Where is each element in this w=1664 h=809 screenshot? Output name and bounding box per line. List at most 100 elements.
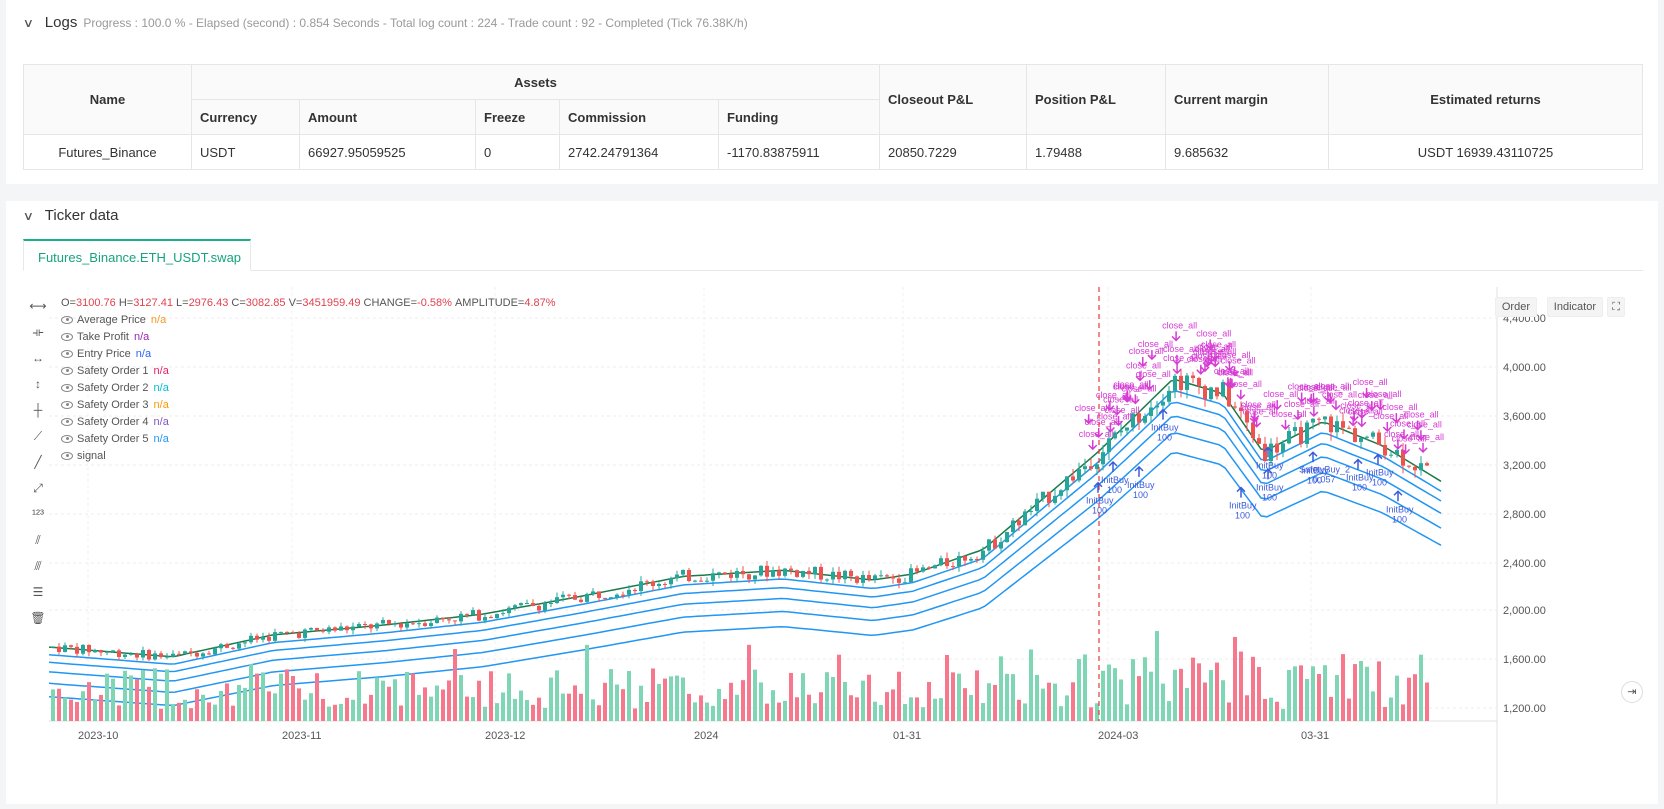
down-arrow-icon <box>1135 371 1145 382</box>
logs-header[interactable]: ∨ Logs Progress : 100.0 % - Elapsed (sec… <box>22 14 748 31</box>
candle-body <box>723 572 727 575</box>
segment-tool-icon[interactable]: ⤢ <box>33 480 43 495</box>
volume-bar <box>321 698 325 721</box>
legend-label: Average Price <box>77 313 146 326</box>
y-tick-label: 2,800.00 <box>1503 509 1546 521</box>
eye-icon[interactable] <box>61 383 73 392</box>
candle-body <box>1059 490 1063 496</box>
volume-bar <box>855 697 859 721</box>
volume-bar <box>147 686 151 721</box>
volume-bar <box>183 699 187 721</box>
price-chart[interactable]: 4,400.004,000.003,600.003,200.002,800.00… <box>23 287 1643 804</box>
volume-bar <box>681 677 685 721</box>
eye-icon[interactable] <box>61 315 73 324</box>
x-tick-label: 2023-10 <box>78 730 118 742</box>
chart-area[interactable]: 4,400.00 4,000.00 3,600.00 3,200.00 2,800.00… <box>23 287 1643 804</box>
eye-icon[interactable] <box>61 366 73 375</box>
down-arrow-icon <box>1113 416 1124 427</box>
volume-bar <box>915 697 919 721</box>
candle-body <box>1221 382 1225 397</box>
price-label-tool-icon[interactable]: ¹²³ <box>32 507 44 521</box>
cross-line-tool-icon[interactable]: ┼ <box>33 403 43 417</box>
scroll-to-latest-icon[interactable]: ⇥ <box>1621 681 1643 703</box>
vertical-line-tool-icon[interactable]: ↕ <box>35 377 41 391</box>
trend-line-tool-icon[interactable]: ⟋ <box>33 428 43 443</box>
table-row: Futures_Binance USDT 66927.95059525 0 27… <box>23 134 1643 170</box>
ticker-header[interactable]: ∨ Ticker data <box>22 207 119 224</box>
eye-icon[interactable] <box>61 400 73 409</box>
eye-icon[interactable] <box>61 332 73 341</box>
close-all-label: close_all <box>1096 390 1131 400</box>
volume-bar <box>165 669 169 721</box>
close-all-label: close_all <box>1240 402 1275 412</box>
volume-bar <box>1065 695 1069 721</box>
volume-bar <box>51 689 55 721</box>
legend-item[interactable]: Entry Price n/a <box>61 345 556 362</box>
volume-bar <box>1395 675 1399 721</box>
close-all-label: close_all <box>1314 381 1349 391</box>
legend-item[interactable]: Safety Order 2 n/a <box>61 379 556 396</box>
initbuy-label: InitBuy <box>1301 465 1329 475</box>
col-group-assets: Assets <box>191 64 880 100</box>
legend-item[interactable]: Safety Order 4 n/a <box>61 413 556 430</box>
extended-line-tool-icon[interactable]: ╱ <box>34 455 42 469</box>
candle-body <box>585 593 589 602</box>
trash-icon[interactable]: 🗑 <box>30 611 46 625</box>
fib-tool-icon[interactable]: ⫻ <box>34 558 42 573</box>
volume-bar <box>1089 707 1093 721</box>
close-all-label: close_all <box>1358 390 1393 400</box>
volume-bar <box>231 705 235 721</box>
legend-item[interactable]: Take Profit n/a <box>61 328 556 345</box>
down-arrow-icon <box>1393 439 1403 450</box>
collapse-caret-icon[interactable]: ∨ <box>22 16 35 30</box>
volume-bar <box>999 656 1003 721</box>
volume-bar <box>1251 656 1255 721</box>
tab-eth-usdt[interactable]: Futures_Binance.ETH_USDT.swap <box>23 239 251 271</box>
volume-bar <box>1059 706 1063 721</box>
candle-body <box>1131 413 1135 428</box>
collapse-caret-icon[interactable]: ∨ <box>22 209 35 223</box>
legend-item[interactable]: Average Price n/a <box>61 311 556 328</box>
candle-body <box>771 570 775 577</box>
up-arrow-icon <box>1158 408 1168 420</box>
horizontal-line-tool-icon[interactable]: ⟛ <box>32 324 44 339</box>
initbuy-label: InitBuy <box>1346 473 1374 483</box>
x-tick-label: 2024-03 <box>1098 730 1138 742</box>
candle-body <box>1203 385 1207 400</box>
legend-item[interactable]: Safety Order 5 n/a <box>61 430 556 447</box>
h-label: H= <box>118 296 134 309</box>
candle-body <box>267 637 271 641</box>
eye-icon[interactable] <box>61 417 73 426</box>
parallel-channel-tool-icon[interactable]: ⫽ <box>35 532 41 547</box>
crosshair-tool-icon[interactable]: ⟷ <box>29 299 47 313</box>
candle-body <box>681 569 685 575</box>
volume-bar <box>981 703 985 721</box>
eye-icon[interactable] <box>61 451 73 460</box>
fib-levels-tool-icon[interactable]: ☰ <box>32 585 44 599</box>
candle-body <box>903 582 907 584</box>
eye-icon[interactable] <box>61 434 73 443</box>
down-arrow-icon <box>1250 410 1260 421</box>
ray-tool-icon[interactable]: ↔ <box>32 351 44 365</box>
close-all-label: close_all <box>1129 346 1164 356</box>
eye-icon[interactable] <box>61 349 73 358</box>
legend-item[interactable]: Safety Order 1 n/a <box>61 362 556 379</box>
candle-body <box>537 605 541 611</box>
close-all-label: close_all <box>1392 433 1427 443</box>
candle-body <box>669 578 673 585</box>
legend-item[interactable]: signal <box>61 447 556 464</box>
candle-body <box>1359 437 1363 442</box>
fullscreen-icon[interactable]: ⛶ <box>1607 297 1625 317</box>
down-arrow-icon <box>1391 413 1401 424</box>
order-button[interactable]: Order <box>1494 297 1537 317</box>
close-all-label: close_all <box>1218 368 1253 378</box>
volume-bar <box>1053 683 1057 721</box>
candle-body <box>195 652 199 657</box>
candle-body <box>357 623 361 627</box>
volume-bar <box>357 671 361 721</box>
candle-body <box>639 581 643 592</box>
y-tick-label: 2,000.00 <box>1503 605 1546 617</box>
legend-item[interactable]: Safety Order 3 n/a <box>61 396 556 413</box>
indicator-button[interactable]: Indicator <box>1546 297 1603 317</box>
candle-body <box>1173 375 1177 391</box>
